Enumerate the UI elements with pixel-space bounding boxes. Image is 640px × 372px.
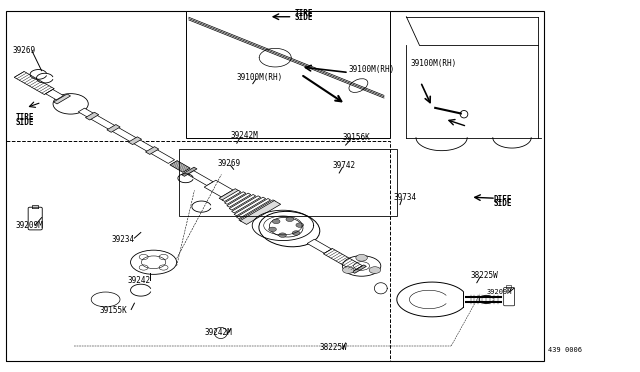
- Circle shape: [356, 254, 367, 261]
- Text: 39269: 39269: [13, 46, 36, 55]
- Polygon shape: [232, 196, 260, 213]
- Text: SIDE: SIDE: [493, 199, 511, 208]
- Polygon shape: [78, 108, 175, 163]
- Text: 38225W: 38225W: [470, 271, 498, 280]
- Polygon shape: [240, 201, 281, 224]
- Polygon shape: [204, 180, 233, 197]
- Ellipse shape: [259, 211, 320, 247]
- Text: 39155K: 39155K: [99, 306, 127, 315]
- Polygon shape: [227, 193, 251, 207]
- Polygon shape: [225, 192, 246, 204]
- Polygon shape: [234, 197, 266, 216]
- FancyBboxPatch shape: [28, 207, 42, 230]
- Text: 39100M(RH): 39100M(RH): [349, 65, 395, 74]
- Text: 38225W: 38225W: [320, 343, 348, 352]
- Text: 39269: 39269: [218, 159, 241, 168]
- Bar: [179, 149, 397, 216]
- Text: 39234: 39234: [112, 235, 135, 244]
- Text: DIFF: DIFF: [493, 195, 511, 203]
- Bar: [6, 141, 390, 361]
- Polygon shape: [54, 94, 70, 104]
- Polygon shape: [45, 90, 63, 100]
- Polygon shape: [14, 71, 54, 94]
- Text: TIRE: TIRE: [16, 113, 35, 122]
- Text: 39242M: 39242M: [230, 131, 258, 140]
- Text: SIDE: SIDE: [16, 118, 35, 126]
- Polygon shape: [181, 167, 197, 176]
- Polygon shape: [323, 248, 362, 271]
- Polygon shape: [239, 200, 276, 221]
- Polygon shape: [222, 190, 241, 202]
- Polygon shape: [307, 239, 332, 253]
- Circle shape: [273, 219, 280, 224]
- Circle shape: [369, 267, 381, 273]
- Text: 39100M(RH): 39100M(RH): [237, 73, 283, 82]
- FancyBboxPatch shape: [504, 288, 515, 306]
- Text: 39209M: 39209M: [486, 289, 512, 295]
- Bar: [6, 11, 544, 361]
- Circle shape: [278, 233, 286, 237]
- Ellipse shape: [53, 94, 88, 114]
- Text: 39242: 39242: [128, 276, 151, 285]
- Polygon shape: [107, 125, 120, 132]
- Polygon shape: [236, 199, 271, 219]
- Text: 39100M(RH): 39100M(RH): [411, 59, 457, 68]
- Polygon shape: [229, 195, 256, 210]
- Text: TIRE: TIRE: [295, 9, 313, 17]
- Text: 39156K: 39156K: [342, 133, 370, 142]
- Polygon shape: [219, 189, 239, 201]
- Text: 39242M: 39242M: [205, 328, 232, 337]
- Text: 39742: 39742: [333, 161, 356, 170]
- Circle shape: [292, 231, 300, 235]
- Circle shape: [296, 223, 303, 227]
- Polygon shape: [129, 137, 141, 145]
- Circle shape: [286, 217, 294, 222]
- Text: 439 0006: 439 0006: [548, 347, 582, 353]
- Polygon shape: [86, 112, 99, 120]
- Polygon shape: [170, 161, 190, 172]
- Circle shape: [342, 267, 354, 273]
- Circle shape: [269, 227, 276, 231]
- Bar: [186, 11, 390, 138]
- Polygon shape: [352, 265, 366, 273]
- Polygon shape: [188, 171, 213, 186]
- Text: SIDE: SIDE: [295, 13, 313, 22]
- Text: 39734: 39734: [394, 193, 417, 202]
- Text: 39209M: 39209M: [16, 221, 44, 230]
- Polygon shape: [145, 147, 159, 154]
